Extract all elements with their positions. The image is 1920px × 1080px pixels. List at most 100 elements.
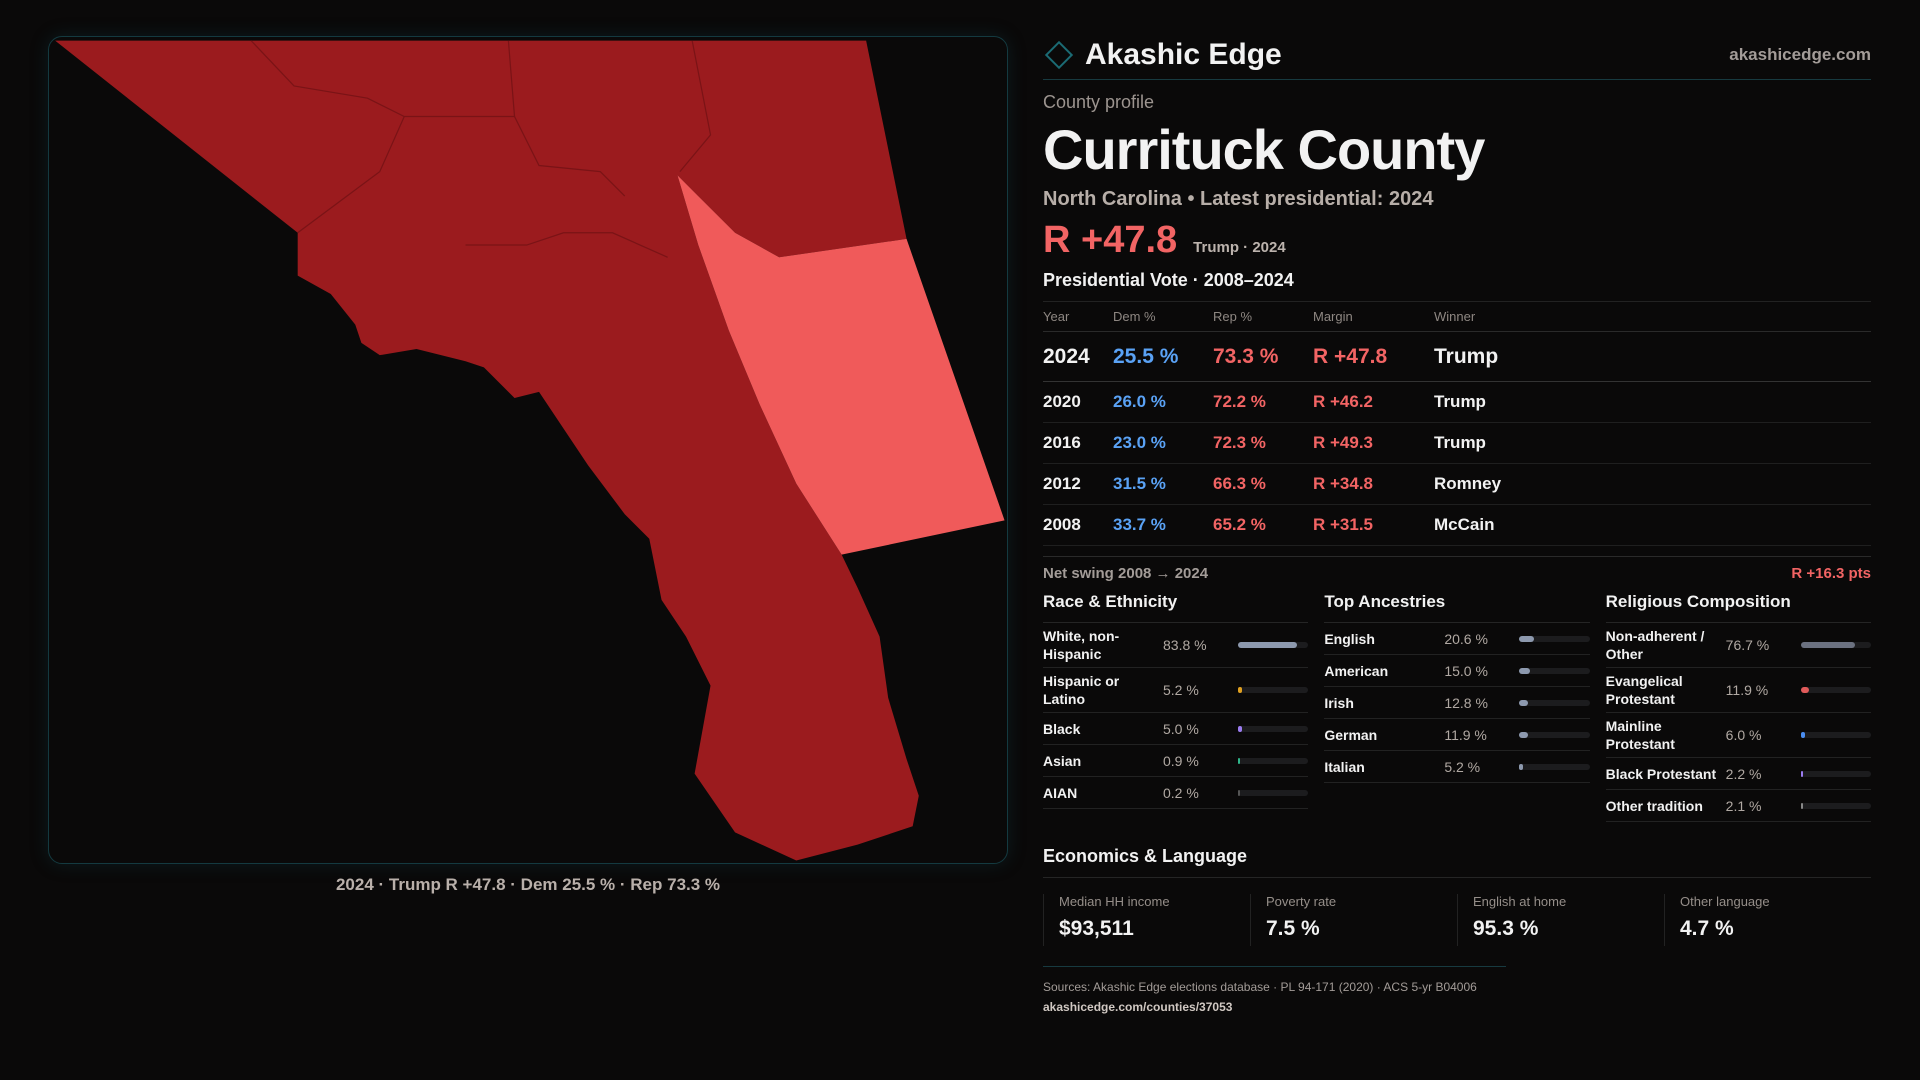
item-value: 83.8 % <box>1163 637 1207 653</box>
cell-margin: R +34.8 <box>1313 463 1434 505</box>
item-value: 5.2 % <box>1163 682 1199 698</box>
cell-dem: 26.0 % <box>1113 381 1213 423</box>
item-value: 5.2 % <box>1444 758 1481 775</box>
table-row[interactable]: 2008 33.7 % 65.2 % R +31.5 McCain <box>1043 504 1871 546</box>
item-value: 2.2 % <box>1725 765 1762 782</box>
brand-logo[interactable]: Akashic Edge <box>1043 38 1282 72</box>
item-bar <box>1800 687 1871 693</box>
county-url[interactable]: akashicedge.com/counties/37053 <box>1043 1000 1233 1014</box>
list-item: Non-adherent / Other 76.7 % <box>1605 623 1871 668</box>
item-bar-fill <box>1238 789 1240 796</box>
col-dem: Dem % <box>1113 301 1213 332</box>
item-bar-fill <box>1800 642 1855 648</box>
item-label: Hispanic or Latino <box>1043 673 1120 707</box>
kicker: County profile <box>1043 92 1155 112</box>
item-label: Other tradition <box>1605 797 1703 814</box>
item-bar <box>1800 732 1871 738</box>
item-value: 5.0 % <box>1163 720 1199 737</box>
county-map[interactable] <box>48 36 1008 864</box>
cell-dem: 23.0 % <box>1113 422 1213 464</box>
cell-dem: 33.7 % <box>1113 504 1213 546</box>
item-label: Black Protestant <box>1605 765 1717 782</box>
stat-value: 4.7 % <box>1680 917 1734 940</box>
map-caption: 2024 · Trump R +47.8 · Dem 25.5 % · Rep … <box>335 875 721 894</box>
cell-year: 2016 <box>1043 422 1113 464</box>
item-bar-fill <box>1800 687 1810 693</box>
stat-card: Poverty rate 7.5 % <box>1250 894 1457 946</box>
diamond-icon <box>1044 40 1074 69</box>
cell-winner: Romney <box>1434 463 1871 505</box>
item-label: Black <box>1043 720 1081 737</box>
cell-year: 2024 <box>1043 331 1113 382</box>
item-value: 0.2 % <box>1163 784 1199 801</box>
subtitle: North Carolina • Latest presidential: 20… <box>1043 188 1434 210</box>
header: Akashic Edge akashicedge.com <box>1043 30 1871 80</box>
county-shape-outer-banks[interactable] <box>677 175 1005 555</box>
item-bar <box>1238 687 1309 693</box>
list-item: Mainline Protestant 6.0 % <box>1605 713 1871 758</box>
item-bar <box>1238 725 1309 732</box>
list-item: Irish 12.8 % <box>1324 687 1590 719</box>
item-value: 11.9 % <box>1444 726 1487 743</box>
religion-section: Religious Composition Non-adherent / Othe… <box>1605 592 1871 822</box>
cell-margin: R +46.2 <box>1313 381 1434 423</box>
item-label: Asian <box>1043 752 1082 769</box>
page-title: Currituck County <box>1043 118 1485 181</box>
stat-card: Other language 4.7 % <box>1664 894 1871 946</box>
ancestry-section: Top Ancestries English 20.6 % American 15.0 … <box>1324 592 1590 822</box>
stat-label: Median HH income <box>1059 894 1170 909</box>
item-label: White, non-Hispanic <box>1043 628 1120 662</box>
item-label: German <box>1324 726 1378 743</box>
item-bar <box>1800 802 1871 809</box>
list-item: AIAN 0.2 % <box>1043 777 1309 809</box>
list-item: Italian 5.2 % <box>1324 751 1590 783</box>
col-winner: Winner <box>1434 301 1871 332</box>
item-value: 12.8 % <box>1444 694 1488 711</box>
item-bar-fill <box>1238 642 1297 648</box>
list-item: Other tradition 2.1 % <box>1605 790 1871 822</box>
cell-year: 2020 <box>1043 381 1113 423</box>
votes-title: Presidential Vote · 2008–2024 <box>1043 270 1294 290</box>
cell-dem: 31.5 % <box>1113 463 1213 505</box>
list-item: German 11.9 % <box>1324 719 1590 751</box>
cell-year: 2012 <box>1043 463 1113 505</box>
cell-dem: 25.5 % <box>1113 331 1213 382</box>
item-bar-fill <box>1519 699 1529 706</box>
cell-rep: 65.2 % <box>1213 504 1313 546</box>
item-bar <box>1519 731 1590 738</box>
economics-title: Economics & Language <box>1043 846 1871 878</box>
col-margin: Margin <box>1313 301 1434 332</box>
cell-rep: 66.3 % <box>1213 463 1313 505</box>
race-title: Race & Ethnicity <box>1043 592 1309 623</box>
item-value: 0.9 % <box>1163 752 1199 769</box>
site-link[interactable]: akashicedge.com <box>1729 44 1871 64</box>
list-item: Asian 0.9 % <box>1043 745 1309 777</box>
county-shape-main[interactable] <box>55 40 919 861</box>
table-row[interactable]: 2024 25.5 % 73.3 % R +47.8 Trump <box>1043 331 1871 382</box>
margin-value: R +47.8 <box>1043 219 1178 261</box>
economics-section: Economics & Language Median HH income $93… <box>1043 846 1871 946</box>
item-label: American <box>1324 662 1389 679</box>
item-label: Evangelical Protestant <box>1605 673 1683 707</box>
ancestry-title: Top Ancestries <box>1324 592 1590 623</box>
item-bar-fill <box>1519 667 1530 674</box>
item-value: 20.6 % <box>1444 630 1488 647</box>
swing-value: R +16.3 pts <box>1791 565 1871 582</box>
margin-note: Trump · 2024 <box>1193 239 1286 256</box>
item-bar-fill <box>1800 802 1803 809</box>
cell-winner: Trump <box>1434 422 1871 464</box>
stat-card: English at home 95.3 % <box>1457 894 1664 946</box>
precinct-boundaries <box>250 40 712 258</box>
cell-year: 2008 <box>1043 504 1113 546</box>
table-row[interactable]: 2020 26.0 % 72.2 % R +46.2 Trump <box>1043 381 1871 423</box>
stat-label: Other language <box>1680 894 1770 909</box>
table-row[interactable]: 2016 23.0 % 72.3 % R +49.3 Trump <box>1043 422 1871 464</box>
stat-value: 95.3 % <box>1473 917 1539 940</box>
table-row[interactable]: 2012 31.5 % 66.3 % R +34.8 Romney <box>1043 463 1871 505</box>
cell-winner: Trump <box>1434 331 1871 382</box>
item-bar <box>1800 642 1871 648</box>
item-bar-fill <box>1519 731 1528 738</box>
list-item: Black Protestant 2.2 % <box>1605 758 1871 790</box>
stat-label: English at home <box>1473 894 1567 909</box>
item-value: 6.0 % <box>1725 727 1762 743</box>
